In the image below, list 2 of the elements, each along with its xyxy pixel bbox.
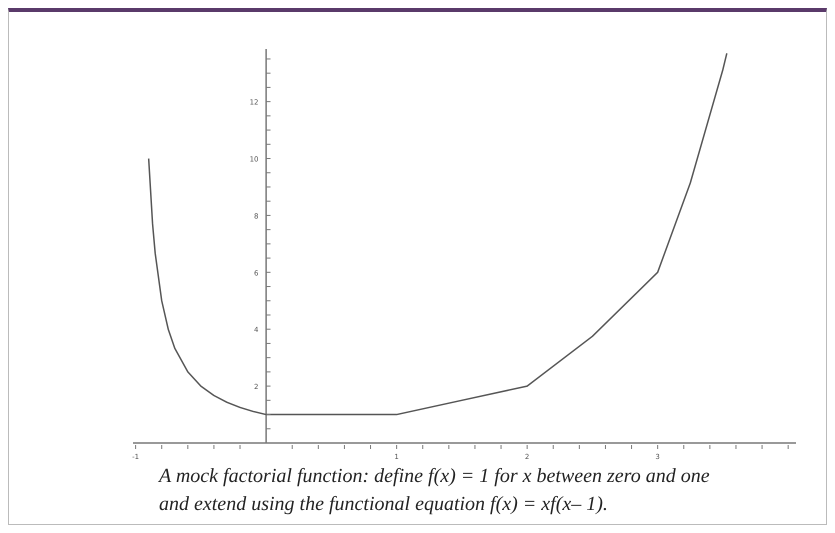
text: A mock factorial function: define f(x) = 1 for x between zero and one and extend using the functional equation f(x) = xf(x– 1). xyxy=(159,464,711,517)
line-series xyxy=(148,52,728,416)
